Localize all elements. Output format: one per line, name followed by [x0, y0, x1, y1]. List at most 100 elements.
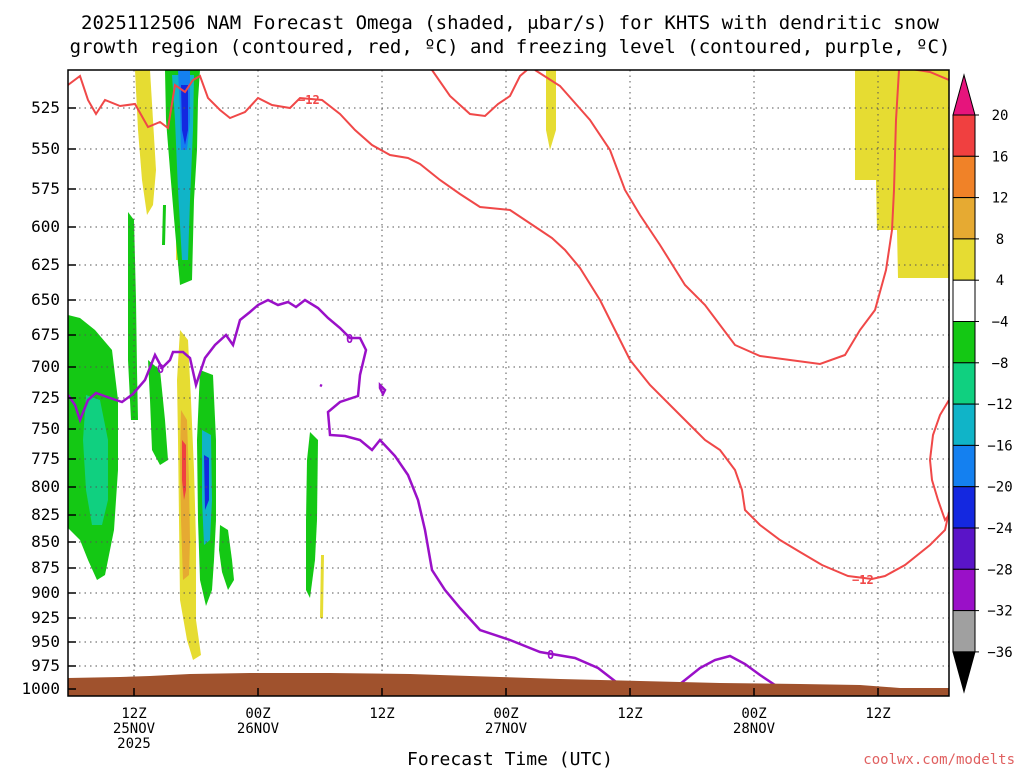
dendritic-contour-minus12-upper	[68, 74, 949, 581]
y-tick-label: 725	[31, 388, 60, 407]
dendritic-contour-minus12-right	[431, 70, 949, 366]
y-tick-label: 600	[31, 217, 60, 236]
y-tick-label: 675	[31, 325, 60, 344]
y-tick-label: 850	[31, 532, 60, 551]
x-axis-title: Forecast Time (UTC)	[407, 749, 613, 768]
omega-negative-shading	[68, 70, 318, 606]
colorbar-segment	[952, 568, 976, 612]
freezing-level-contour-0-small	[319, 381, 387, 397]
y-tick-label: 875	[31, 558, 60, 577]
x-tick-label: 28NOV	[733, 721, 776, 737]
contour-label-0-b: 0	[346, 332, 353, 346]
y-tick-label: 625	[31, 255, 60, 274]
colorbar-label: −28	[987, 562, 1012, 578]
omega-positive-shading	[135, 70, 949, 660]
contour-label-minus12-b: −12	[852, 573, 874, 587]
colorbar-label: −8	[992, 356, 1009, 372]
colorbar-segment	[952, 486, 976, 529]
freezing-level-contour-0-bump	[679, 654, 776, 687]
y-tick-label: 925	[31, 608, 60, 627]
x-tick-label: 27NOV	[485, 721, 528, 737]
contours: −12 −12 0 0 0	[68, 70, 949, 687]
x-tick-label: 12Z	[369, 706, 394, 722]
colorbar-segment	[952, 444, 976, 488]
contour-label-0-c: 0	[547, 648, 554, 662]
omega-shade-yellow	[546, 70, 556, 150]
colorbar-label: 20	[992, 108, 1009, 124]
omega-shade-yellow	[320, 555, 324, 618]
y-tick-label: 800	[31, 477, 60, 496]
colorbar-label: 4	[996, 273, 1004, 289]
colorbar-segment	[952, 403, 976, 446]
colorbar-segment	[952, 610, 976, 653]
y-axis: 525 550 575 600 625 650 675 700 725 750 775 800 825 8…	[21, 98, 76, 698]
grid-lines	[68, 70, 949, 696]
colorbar-segment	[952, 279, 976, 323]
colorbar-label: −32	[987, 604, 1012, 620]
y-tick-label: 950	[31, 632, 60, 651]
colorbar-segment	[952, 321, 976, 364]
y-tick-label: 525	[31, 98, 60, 117]
colorbar-label: 16	[992, 149, 1009, 165]
x-tick-label: 00Z	[245, 706, 270, 722]
colorbar-label: −4	[992, 315, 1009, 331]
x-tick-label: 25NOV	[113, 721, 156, 737]
y-tick-label: 775	[31, 449, 60, 468]
omega-shade-green	[306, 432, 318, 598]
x-tick-label: 26NOV	[237, 721, 280, 737]
omega-shade-green	[128, 212, 138, 420]
omega-shade-green	[219, 525, 234, 590]
x-tick-label: 12Z	[865, 706, 890, 722]
y-tick-label: 1000	[21, 679, 60, 698]
x-tick-label: 12Z	[617, 706, 642, 722]
contour-label-minus12-a: −12	[298, 93, 320, 107]
plot-border	[67, 69, 950, 697]
y-tick-label: 900	[31, 583, 60, 602]
omega-shade-red	[182, 440, 186, 500]
omega-shade-green	[162, 205, 166, 245]
colorbar-label: −16	[987, 438, 1012, 454]
y-tick-label: 650	[31, 290, 60, 309]
chart-title-line1: 2025112506 NAM Forecast Omega (shaded, μ…	[81, 12, 939, 34]
colorbar-arrow-bottom	[952, 651, 976, 694]
y-tick-label: 550	[31, 139, 60, 158]
colorbar-label: 8	[996, 232, 1004, 248]
omega-shade-teal	[83, 395, 108, 525]
colorbar-label: −20	[987, 480, 1012, 496]
y-tick-label: 575	[31, 179, 60, 198]
colorbar-segment	[952, 238, 976, 281]
colorbar-segment	[952, 527, 976, 570]
y-tick-label: 825	[31, 505, 60, 524]
plot-area: −12 −12 0 0 0	[68, 70, 949, 696]
x-tick-label: 00Z	[741, 706, 766, 722]
colorbar-arrow-top	[952, 73, 976, 116]
colorbar-segment	[952, 155, 976, 199]
chart-title-line2: growth region (contoured, red, ºC) and f…	[70, 36, 951, 58]
y-tick-label: 700	[31, 357, 60, 376]
colorbar-segment	[952, 197, 976, 240]
omega-shade-blue	[181, 85, 188, 145]
colorbar-label: −24	[987, 521, 1012, 537]
omega-shade-green	[148, 360, 168, 465]
x-tick-label: 2025	[117, 736, 151, 752]
colorbar-label: −12	[987, 397, 1012, 413]
credit-text: coolwx.com/modelts	[863, 752, 1015, 768]
colorbar-segment	[952, 114, 976, 157]
colorbar: 20 16 12 8 4 −4 −8 −12 −16 −20 −24 −28 −32 −36	[952, 73, 1013, 694]
colorbar-segment	[952, 362, 976, 405]
y-tick-label: 975	[31, 656, 60, 675]
omega-shade-yellow	[135, 70, 156, 215]
dendritic-contour-minus12-edge	[928, 399, 949, 523]
freezing-level-contour-0	[68, 298, 621, 686]
x-tick-label: 12Z	[121, 706, 146, 722]
colorbar-label: −36	[987, 645, 1012, 661]
y-tick-label: 750	[31, 419, 60, 438]
ground-terrain	[68, 673, 949, 696]
contour-label-0-a: 0	[157, 362, 164, 376]
omega-shade-blue	[204, 455, 209, 510]
colorbar-label: 12	[992, 191, 1009, 207]
x-tick-label: 00Z	[493, 706, 518, 722]
omega-shade-yellow	[855, 70, 949, 278]
